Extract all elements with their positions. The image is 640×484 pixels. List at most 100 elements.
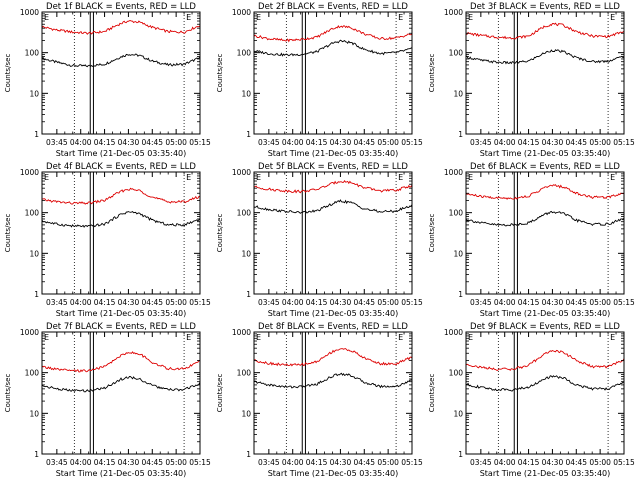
x-tick-label: 04:45 [353, 298, 375, 307]
chart-panel: Det 3f BLACK = Events, RED = LLD Counts/s… [428, 2, 635, 158]
y-axis-label: Counts/sec [428, 54, 436, 93]
y-axis-label: Counts/sec [428, 214, 436, 253]
x-tick-label: 03:45 [258, 298, 280, 307]
corner-mark: E [44, 173, 49, 182]
chart-panel: Det 9f BLACK = Events, RED = LLD Counts/s… [428, 322, 635, 478]
x-tick-label: 04:15 [306, 298, 328, 307]
x-axis-label: Start Time (21-Dec-05 03:35:40) [480, 149, 611, 158]
x-tick-label: 05:00 [589, 298, 611, 307]
chart-panel: Det 8f BLACK = Events, RED = LLD Counts/s… [216, 322, 423, 478]
x-tick-label: 05:00 [165, 138, 187, 147]
events-series-line [41, 376, 201, 393]
chart-panel: Det 6f BLACK = Events, RED = LLD Counts/s… [428, 162, 635, 318]
x-tick-label: 04:15 [518, 138, 540, 147]
y-axis-label: Counts/sec [216, 54, 224, 93]
corner-mark: E [610, 333, 615, 342]
lld-series-line [253, 180, 413, 194]
lld-series-line [41, 351, 201, 373]
y-tick-label: 1 [34, 290, 39, 299]
corner-mark: E [186, 173, 191, 182]
x-tick-label: 04:00 [70, 458, 92, 467]
x-tick-label: 03:45 [46, 458, 68, 467]
y-tick-label: 100 [237, 369, 252, 378]
y-tick-label: 100 [237, 209, 252, 218]
x-tick-label: 04:00 [282, 138, 304, 147]
x-tick-label: 04:45 [141, 458, 163, 467]
y-tick-label: 10 [241, 89, 251, 98]
lld-series-line [465, 184, 625, 200]
x-tick-label: 04:45 [565, 298, 587, 307]
y-tick-label: 1000 [20, 8, 39, 17]
chart-panel: Det 2f BLACK = Events, RED = LLD Counts/s… [216, 2, 423, 158]
y-tick-label: 1000 [20, 328, 39, 337]
x-tick-label: 05:15 [613, 298, 635, 307]
corner-mark: E [398, 333, 403, 342]
x-tick-label: 04:30 [118, 298, 140, 307]
y-tick-label: 10 [29, 89, 39, 98]
events-series-line [253, 372, 413, 389]
x-tick-label: 05:15 [401, 298, 423, 307]
y-tick-label: 1000 [444, 168, 463, 177]
chart-panel: Det 5f BLACK = Events, RED = LLD Counts/s… [216, 162, 423, 318]
plot-frame [41, 171, 201, 295]
chart-title: Det 7f BLACK = Events, RED = LLD [46, 322, 196, 332]
y-tick-label: 100 [25, 209, 40, 218]
y-tick-label: 10 [241, 409, 251, 418]
x-tick-label: 04:00 [70, 298, 92, 307]
x-tick-label: 05:15 [189, 138, 211, 147]
x-tick-label: 04:45 [141, 298, 163, 307]
x-axis-label: Start Time (21-Dec-05 03:35:40) [56, 149, 187, 158]
events-series-line [465, 210, 625, 227]
x-axis-label: Start Time (21-Dec-05 03:35:40) [56, 309, 187, 318]
corner-mark: E [468, 13, 473, 22]
x-tick-label: 05:00 [589, 458, 611, 467]
corner-mark: E [398, 13, 403, 22]
x-tick-label: 05:15 [189, 298, 211, 307]
chart-title: Det 5f BLACK = Events, RED = LLD [258, 162, 408, 172]
chart-panel: Det 7f BLACK = Events, RED = LLD Counts/s… [4, 322, 211, 478]
plot-frame [41, 11, 201, 135]
chart-title: Det 2f BLACK = Events, RED = LLD [258, 2, 408, 12]
y-tick-label: 100 [25, 49, 40, 58]
x-tick-label: 04:15 [518, 458, 540, 467]
x-tick-label: 03:45 [470, 138, 492, 147]
plot-frame [465, 11, 625, 135]
x-tick-label: 05:15 [613, 138, 635, 147]
x-tick-label: 05:15 [401, 458, 423, 467]
x-tick-label: 05:00 [377, 298, 399, 307]
x-tick-label: 04:45 [141, 138, 163, 147]
corner-mark: E [468, 173, 473, 182]
y-tick-label: 10 [29, 409, 39, 418]
y-tick-label: 1 [246, 290, 251, 299]
corner-mark: E [44, 13, 49, 22]
x-axis-label: Start Time (21-Dec-05 03:35:40) [56, 469, 187, 478]
events-series-line [465, 375, 625, 392]
x-tick-label: 04:00 [494, 458, 516, 467]
y-tick-label: 100 [449, 369, 464, 378]
lld-series-line [253, 24, 413, 43]
x-tick-label: 04:30 [118, 138, 140, 147]
x-tick-label: 03:45 [46, 298, 68, 307]
chart-title: Det 1f BLACK = Events, RED = LLD [46, 2, 196, 12]
events-series-line [465, 49, 625, 65]
x-tick-label: 04:30 [542, 298, 564, 307]
y-tick-label: 100 [25, 369, 40, 378]
y-tick-label: 1000 [232, 168, 251, 177]
y-tick-label: 1 [34, 450, 39, 459]
x-tick-label: 04:15 [306, 458, 328, 467]
x-axis-label: Start Time (21-Dec-05 03:35:40) [480, 309, 611, 318]
x-tick-label: 04:00 [494, 298, 516, 307]
x-tick-label: 04:15 [94, 138, 116, 147]
x-tick-label: 04:30 [330, 138, 352, 147]
y-tick-label: 1 [34, 130, 39, 139]
y-tick-label: 1 [246, 130, 251, 139]
corner-mark: E [610, 13, 615, 22]
x-tick-label: 03:45 [470, 458, 492, 467]
y-axis-label: Counts/sec [4, 54, 12, 93]
plot-frame [41, 331, 201, 455]
corner-mark: E [398, 173, 403, 182]
y-axis-label: Counts/sec [216, 374, 224, 413]
x-tick-label: 04:15 [306, 138, 328, 147]
lld-series-line [253, 348, 413, 367]
